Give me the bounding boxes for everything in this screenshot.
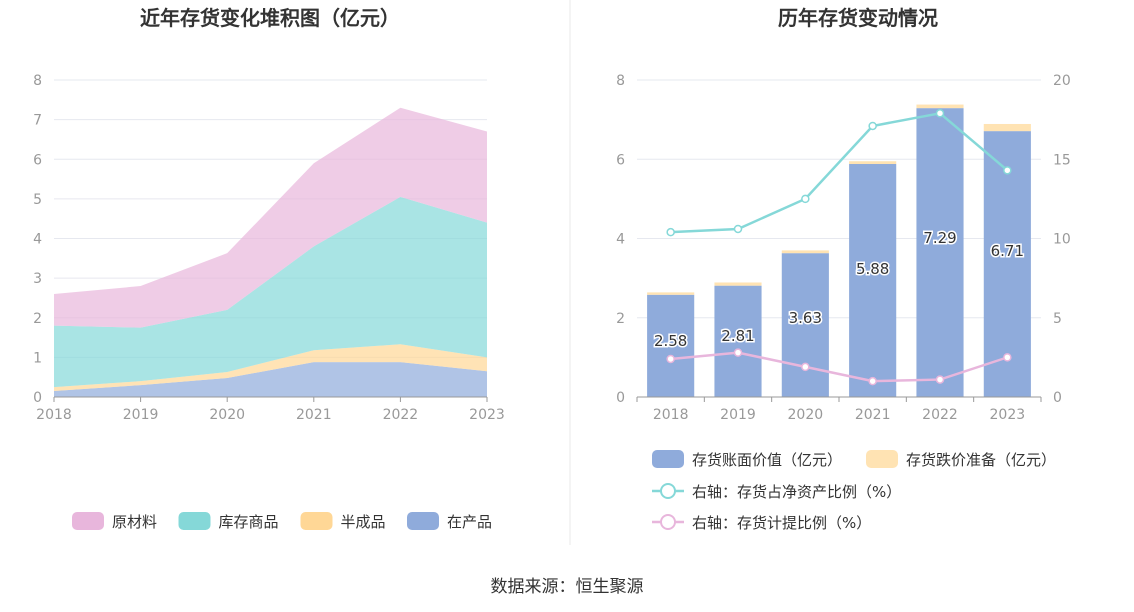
legend-item[interactable]: 库存商品 (178, 512, 279, 531)
legend-label: 存货账面价值（亿元） (692, 451, 842, 469)
line-point[interactable] (801, 194, 810, 204)
bar-book-value[interactable] (983, 131, 1031, 397)
x-tick-label: 2019 (123, 407, 159, 423)
data-source: 数据来源：恒生聚源 (491, 577, 644, 597)
line-point[interactable] (1003, 166, 1012, 175)
line-point[interactable] (935, 109, 945, 118)
bar-impairment[interactable] (983, 123, 1031, 132)
area-原材料 (54, 107, 487, 328)
bar-book-value[interactable] (916, 108, 964, 397)
x-tick-label: 2020 (209, 407, 245, 423)
left-chart-title: 近年存货变化堆积图（亿元） (140, 6, 400, 30)
legend-item[interactable]: 在产品 (407, 512, 492, 531)
y-tick-label: 4 (616, 232, 625, 248)
y2-tick-label: 10 (1053, 232, 1071, 248)
area-在产品 (54, 362, 487, 397)
legend-swatch (72, 512, 104, 530)
legend-item[interactable]: 右轴：存货计提比例（%） (652, 514, 871, 532)
bar-value-label: 5.88 (856, 260, 889, 278)
legend-item[interactable]: 存货账面价值（亿元） (652, 450, 842, 469)
area-库存商品 (54, 196, 487, 388)
y-tick-label: 3 (33, 271, 42, 287)
bar-value-label: 2.81 (721, 327, 754, 345)
y-tick-label: 8 (33, 73, 42, 89)
bar-value-label: 6.71 (991, 242, 1024, 260)
legend-swatch (866, 450, 898, 468)
line-series (670, 111, 1009, 234)
x-tick-label: 2018 (653, 407, 689, 423)
x-tick-label: 2023 (990, 407, 1026, 423)
y-tick-label: 2 (33, 311, 42, 327)
line-point[interactable] (868, 376, 877, 386)
right-chart-title: 历年存货变动情况 (778, 6, 938, 30)
legend-label: 在产品 (447, 513, 492, 531)
y2-tick-label: 5 (1053, 311, 1062, 327)
legend-item[interactable]: 半成品 (300, 512, 386, 531)
y-tick-label: 7 (33, 113, 42, 129)
x-tick-label: 2018 (36, 407, 72, 423)
x-tick-label: 2021 (296, 407, 332, 423)
bar-book-value[interactable] (849, 164, 897, 397)
legend-label: 右轴：存货占净资产比例（%） (692, 483, 901, 501)
legend-label: 原材料 (112, 513, 157, 531)
line-point[interactable] (666, 227, 675, 237)
y-tick-label: 8 (616, 73, 625, 89)
legend-swatch (178, 512, 211, 530)
x-tick-label: 2021 (855, 407, 891, 423)
y-tick-label: 2 (616, 311, 625, 327)
bar-value-label: 2.58 (654, 332, 687, 350)
bar-line-chart: 0 2 4 6 8 0 5 10 15 20 2018 2019 2020 2021 2022 2023 2.5… (616, 73, 1071, 532)
bar-impairment[interactable] (916, 104, 964, 109)
line-point[interactable] (868, 121, 877, 131)
legend-label: 半成品 (341, 513, 386, 531)
legend-label: 存货跌价准备（亿元） (906, 451, 1056, 469)
x-tick-label: 2022 (383, 407, 419, 423)
y-tick-label: 0 (33, 390, 42, 406)
stacked-area-chart: 0 1 2 3 4 5 6 7 8 2018 2019 2020 2021 2022 2023 原材料 库存商品… (33, 73, 505, 531)
y2-tick-label: 15 (1053, 152, 1071, 168)
line-point[interactable] (666, 354, 675, 364)
legend-label: 库存商品 (219, 513, 279, 531)
line-point[interactable] (1003, 353, 1012, 362)
legend-item[interactable]: 右轴：存货占净资产比例（%） (652, 483, 901, 501)
x-tick-label: 2020 (788, 407, 824, 423)
y-tick-label: 0 (616, 390, 625, 406)
y2-tick-label: 0 (1053, 390, 1062, 406)
bar-book-value[interactable] (647, 294, 695, 397)
line-point[interactable] (935, 375, 945, 384)
x-tick-label: 2019 (720, 407, 756, 423)
bar-impairment[interactable] (714, 282, 762, 286)
legend-marker (660, 483, 676, 499)
line-point[interactable] (733, 348, 743, 357)
bar-book-value[interactable] (781, 253, 829, 397)
bar-value-label: 7.29 (923, 229, 956, 247)
bar-impairment[interactable] (647, 292, 695, 295)
bar-book-value[interactable] (714, 285, 762, 397)
area-半成品 (54, 344, 487, 392)
legend-item[interactable]: 存货跌价准备（亿元） (866, 450, 1056, 469)
legend-swatch (652, 450, 684, 468)
legend-label: 右轴：存货计提比例（%） (692, 514, 871, 532)
legend-swatch (300, 512, 333, 530)
line-point[interactable] (733, 224, 743, 234)
line-series (670, 351, 1008, 383)
y-tick-label: 4 (33, 232, 42, 248)
line-point[interactable] (801, 362, 810, 372)
x-tick-label: 2023 (469, 407, 505, 423)
legend-marker (660, 514, 676, 530)
y2-tick-label: 20 (1053, 73, 1071, 89)
bar-value-label: 3.63 (789, 309, 822, 327)
legend-swatch (407, 512, 439, 530)
y-tick-label: 1 (33, 350, 42, 366)
y-tick-label: 5 (33, 192, 42, 208)
bar-impairment[interactable] (781, 250, 829, 254)
bar-impairment[interactable] (849, 161, 897, 165)
y-tick-label: 6 (616, 152, 625, 168)
legend-item[interactable]: 原材料 (72, 512, 157, 531)
y-tick-label: 6 (33, 152, 42, 168)
x-tick-label: 2022 (922, 407, 958, 423)
